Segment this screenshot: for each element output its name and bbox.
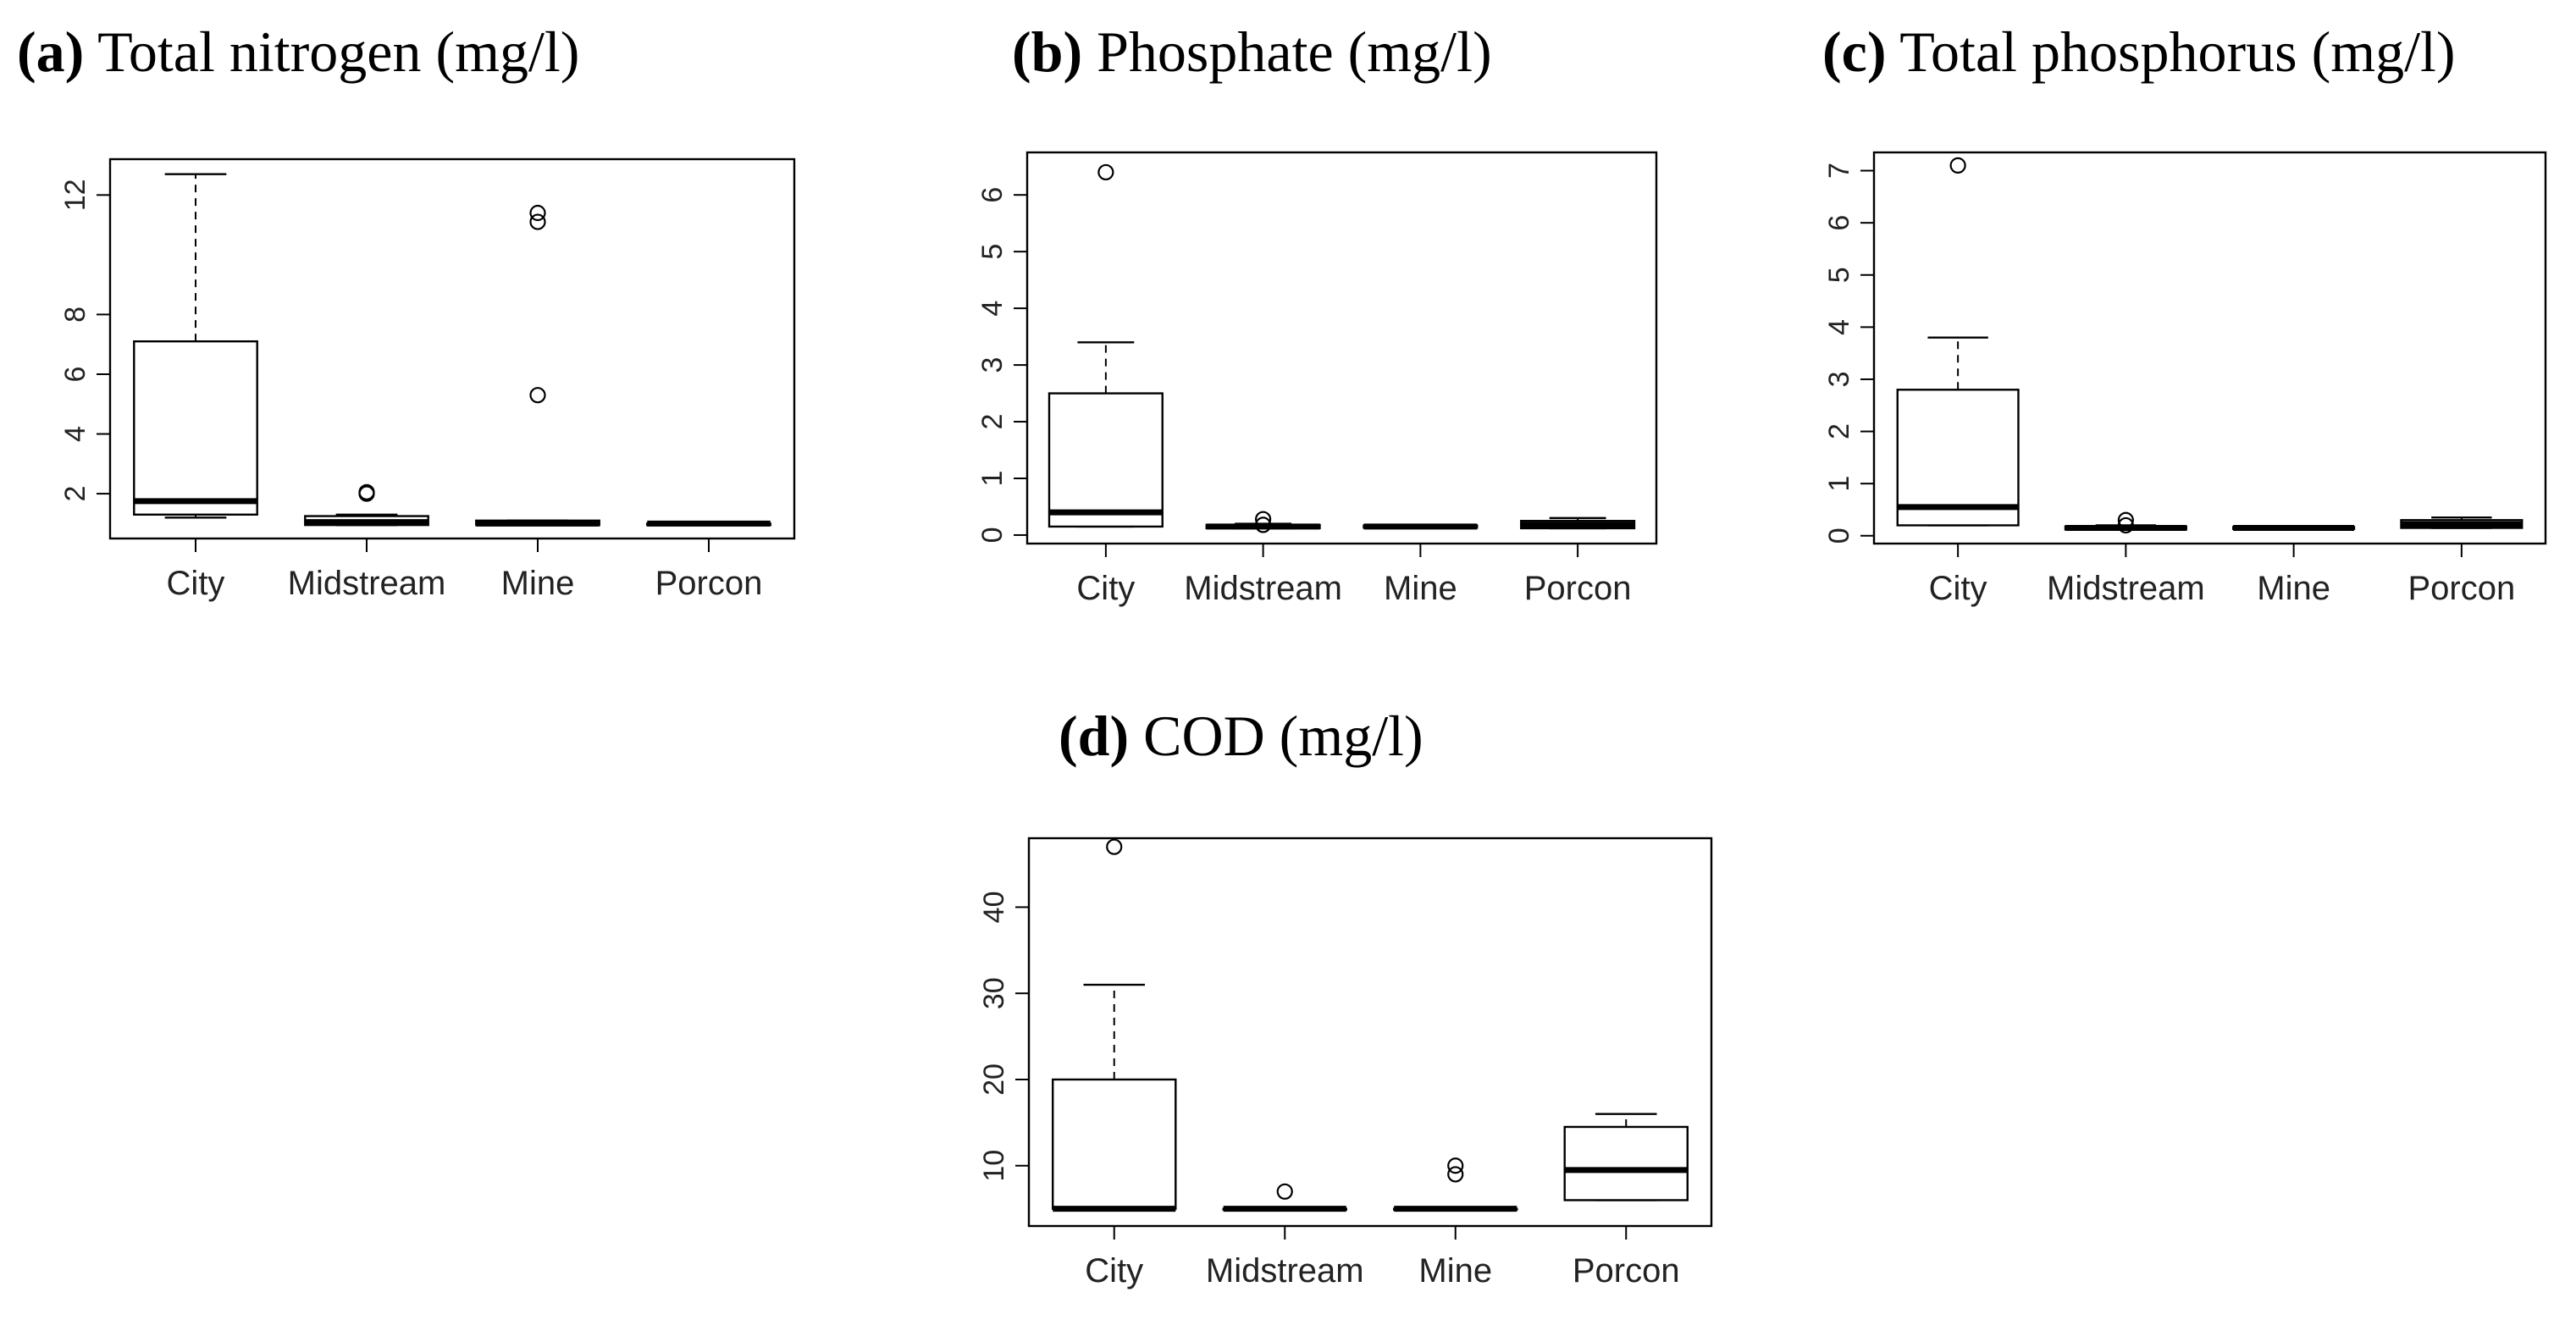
y-tick-label: 20: [978, 1063, 1010, 1096]
y-tick-label: 5: [1823, 267, 1855, 283]
y-tick-label: 6: [976, 187, 1009, 203]
chart-title: COD (mg/l): [1143, 704, 1423, 768]
outlier-point: [1276, 1183, 1293, 1200]
y-tick-label: 1: [976, 471, 1009, 487]
y-tick-label: 4: [59, 426, 91, 442]
outlier-point: [1255, 516, 1272, 533]
x-tick-label: Porcon: [655, 565, 763, 602]
y-tick-label: 3: [1823, 371, 1855, 387]
y-tick-label: 4: [1823, 319, 1855, 335]
outlier-point: [1255, 511, 1272, 527]
y-tick-label: 0: [976, 527, 1009, 543]
x-tick-label: Mine: [2257, 570, 2330, 607]
x-tick-label: Mine: [1384, 570, 1457, 607]
iqr-box: [133, 340, 258, 516]
panel-label: (b): [1012, 19, 1083, 84]
y-tick-label: 4: [976, 301, 1009, 317]
panel-title: (d) COD (mg/l): [1059, 703, 1423, 770]
y-tick-label: 2: [59, 486, 91, 502]
x-tick-label: Midstream: [1184, 570, 1342, 607]
panel-title: (a) Total nitrogen (mg/l): [17, 19, 579, 86]
x-tick-label: City: [1085, 1252, 1143, 1290]
x-tick-label: Mine: [501, 565, 575, 602]
x-tick-label: Midstream: [288, 565, 446, 602]
y-tick-label: 6: [1823, 215, 1855, 231]
outlier-point: [2117, 516, 2134, 534]
y-tick-label: 0: [1823, 527, 1855, 544]
y-tick-label: 12: [59, 179, 91, 211]
y-tick-label: 2: [1823, 423, 1855, 439]
outlier-point: [529, 213, 546, 230]
y-tick-label: 7: [1823, 163, 1855, 179]
y-tick-label: 3: [976, 357, 1009, 373]
chart-title: Total phosphorus (mg/l): [1899, 19, 2456, 84]
outlier-point: [1949, 157, 1966, 174]
plot-frame: [1025, 151, 1658, 545]
chart-title: Total nitrogen (mg/l): [97, 19, 580, 84]
y-tick-label: 10: [978, 1150, 1010, 1182]
y-tick-label: 1: [1823, 476, 1855, 492]
outlier-point: [358, 483, 375, 500]
plot-frame: [1027, 837, 1713, 1228]
y-tick-label: 30: [978, 977, 1010, 1009]
iqr-box: [1896, 389, 2020, 527]
iqr-box: [1048, 392, 1164, 528]
panel-title: (c) Total phosphorus (mg/l): [1822, 19, 2456, 86]
panel-label: (a): [17, 19, 85, 84]
x-tick-label: Porcon: [1524, 570, 1632, 607]
outlier-point: [1106, 838, 1123, 855]
outlier-point: [1447, 1157, 1464, 1174]
panel-label: (c): [1822, 19, 1887, 84]
plot-frame: [1872, 151, 2547, 545]
x-tick-label: City: [167, 565, 225, 602]
x-tick-label: Porcon: [2408, 570, 2516, 607]
y-tick-label: 5: [976, 244, 1009, 260]
outlier-point: [529, 204, 546, 222]
y-tick-label: 40: [978, 892, 1010, 924]
y-tick-label: 2: [976, 414, 1009, 430]
x-tick-label: City: [1929, 570, 1987, 607]
panel-title: (b) Phosphate (mg/l): [1012, 19, 1492, 86]
x-tick-label: Midstream: [2047, 570, 2205, 607]
x-tick-label: Mine: [1418, 1252, 1492, 1290]
outlier-point: [1447, 1166, 1464, 1183]
x-tick-label: Porcon: [1573, 1252, 1680, 1290]
chart-title: Phosphate (mg/l): [1097, 19, 1492, 84]
outlier-point: [1097, 163, 1114, 181]
y-tick-label: 8: [59, 307, 91, 323]
panel-label: (d): [1059, 704, 1130, 768]
iqr-box: [1563, 1125, 1689, 1201]
outlier-point: [529, 387, 546, 404]
x-tick-label: Midstream: [1206, 1252, 1364, 1290]
outlier-point: [2117, 511, 2134, 528]
x-tick-label: City: [1076, 570, 1135, 607]
plot-frame: [108, 157, 796, 540]
y-tick-label: 6: [59, 367, 91, 383]
iqr-box: [1052, 1078, 1177, 1210]
